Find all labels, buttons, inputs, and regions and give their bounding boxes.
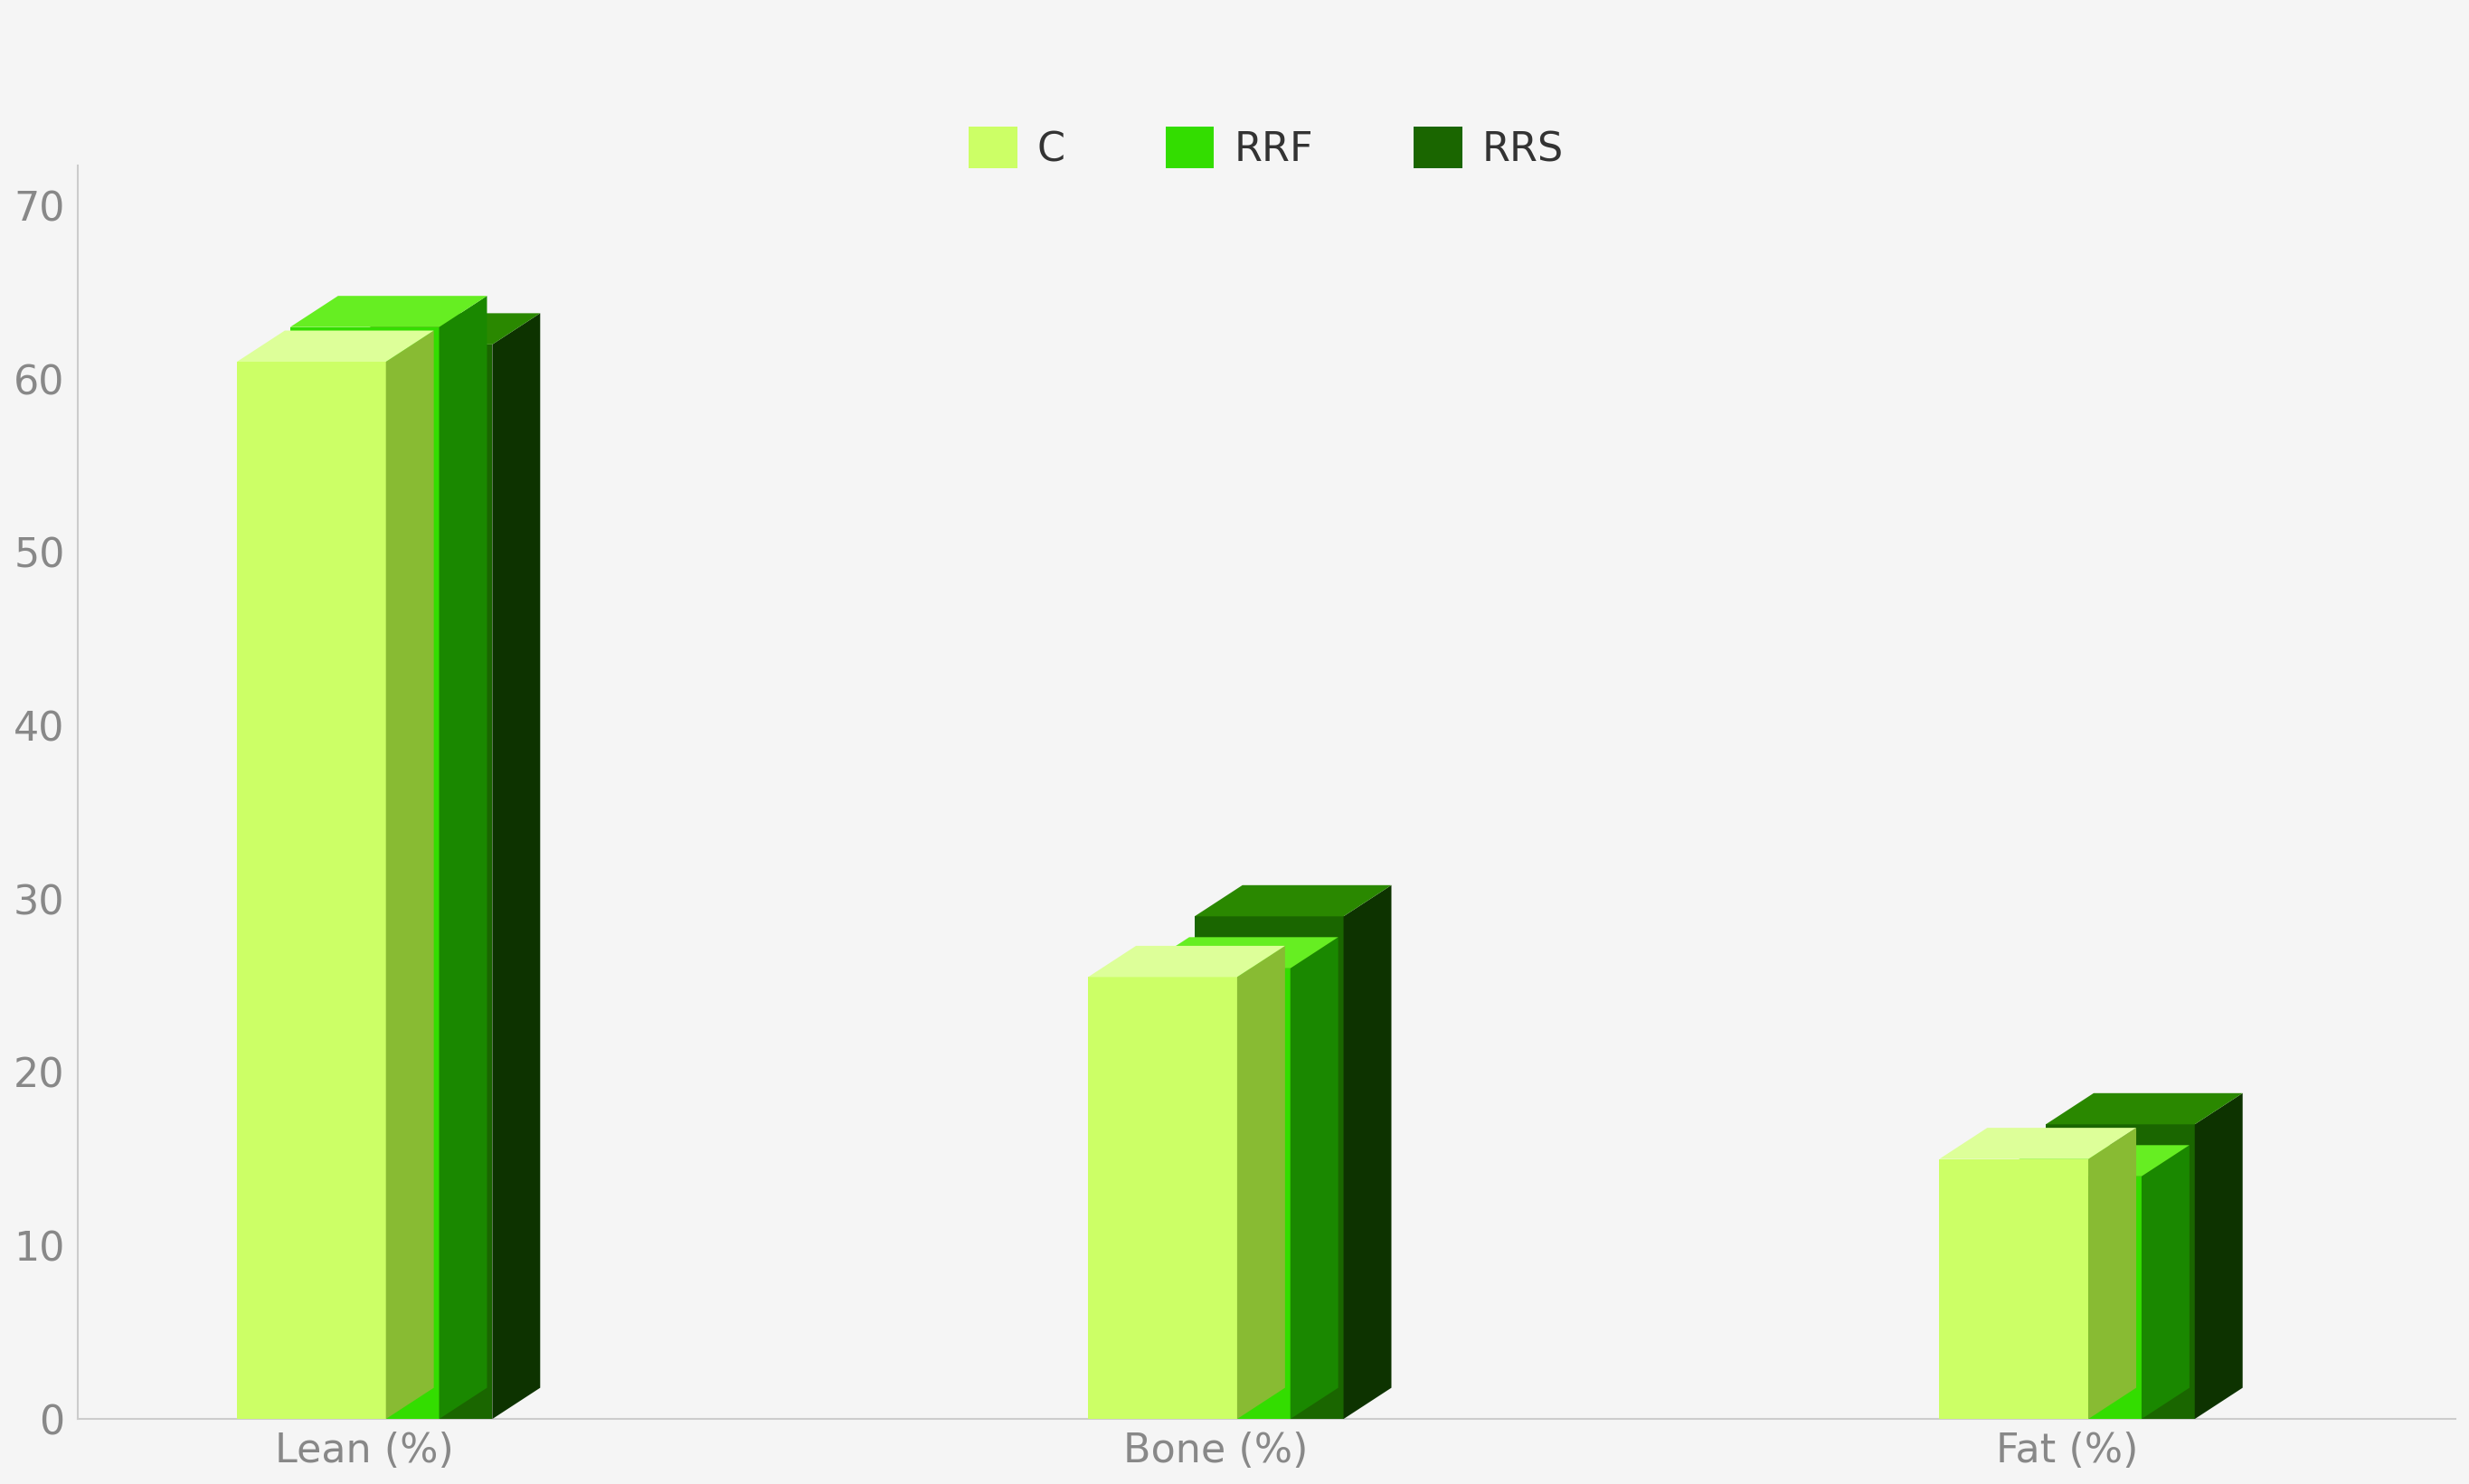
- Polygon shape: [2047, 1094, 2242, 1125]
- Polygon shape: [291, 295, 486, 326]
- Polygon shape: [1089, 976, 1237, 1419]
- Polygon shape: [1141, 938, 1338, 969]
- Polygon shape: [1291, 938, 1338, 1419]
- Polygon shape: [2141, 1146, 2190, 1419]
- Polygon shape: [439, 295, 486, 1419]
- Polygon shape: [1237, 945, 1284, 1419]
- Polygon shape: [2047, 1125, 2195, 1419]
- Polygon shape: [2089, 1128, 2136, 1419]
- Polygon shape: [237, 362, 385, 1419]
- Polygon shape: [1992, 1146, 2190, 1177]
- Legend: C, RRF, RRS: C, RRF, RRS: [953, 111, 1580, 186]
- Polygon shape: [491, 313, 541, 1419]
- Polygon shape: [1343, 884, 1393, 1419]
- Polygon shape: [291, 326, 439, 1419]
- Polygon shape: [2195, 1094, 2242, 1419]
- Polygon shape: [385, 331, 435, 1419]
- Polygon shape: [1089, 945, 1284, 976]
- Polygon shape: [1195, 917, 1343, 1419]
- Polygon shape: [1992, 1177, 2141, 1419]
- Polygon shape: [1938, 1128, 2136, 1159]
- Polygon shape: [237, 331, 435, 362]
- Polygon shape: [343, 313, 541, 344]
- Polygon shape: [1195, 884, 1393, 917]
- Polygon shape: [343, 344, 491, 1419]
- Polygon shape: [1938, 1159, 2089, 1419]
- Polygon shape: [1141, 969, 1291, 1419]
